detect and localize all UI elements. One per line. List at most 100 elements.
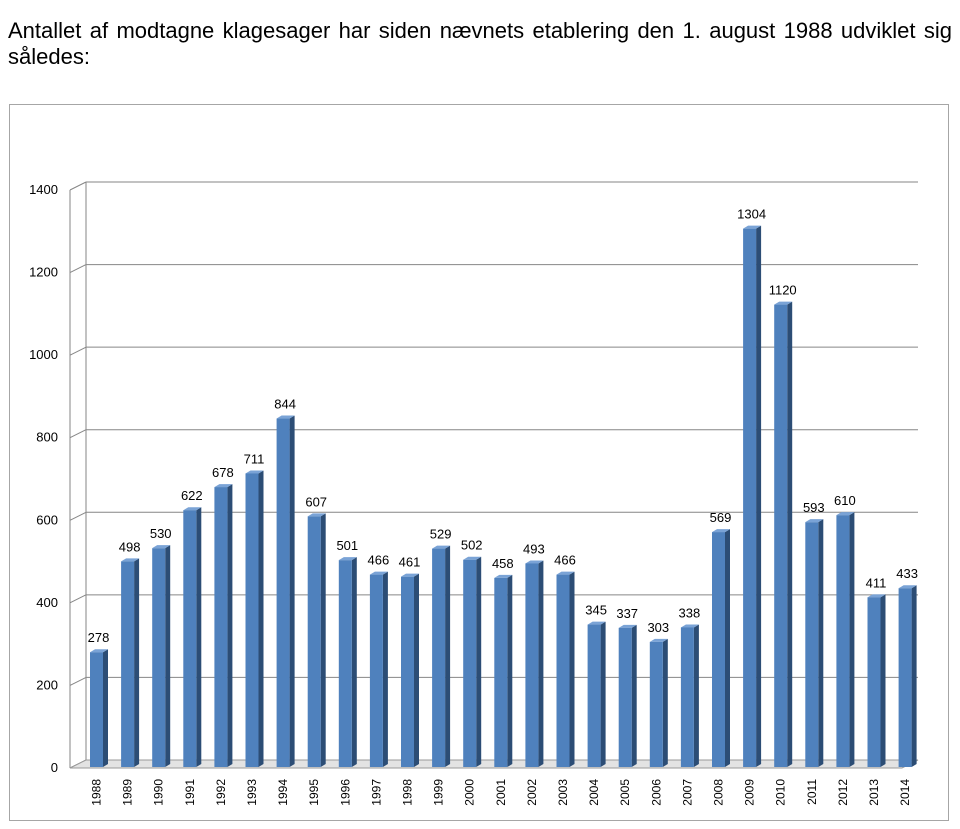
bar-front: [743, 228, 757, 768]
x-tick-label-2002: 2002: [525, 779, 539, 806]
data-label-2013: 411: [866, 575, 887, 590]
x-tick-label-1995: 1995: [307, 779, 321, 806]
x-tick-label-1991: 1991: [183, 779, 197, 806]
bar-1989: [121, 558, 140, 767]
bar-1997: [369, 571, 388, 767]
y-tick-label: 600: [36, 512, 58, 527]
data-label-2003: 466: [554, 553, 576, 568]
y-tick-label: 800: [36, 430, 58, 445]
bar-top: [680, 624, 699, 628]
bar-side: [227, 484, 233, 767]
bar-front: [618, 627, 632, 767]
data-label-1999: 529: [430, 527, 452, 542]
data-label-1989: 498: [119, 539, 141, 554]
bar-top: [245, 470, 264, 474]
bar-2000: [463, 556, 482, 767]
bar-front: [245, 473, 259, 767]
bar-top: [836, 512, 855, 516]
bar-side: [289, 415, 295, 767]
x-tick-label-2012: 2012: [836, 779, 850, 806]
bar-front: [121, 561, 135, 767]
x-tick-label-1997: 1997: [369, 779, 383, 806]
bar-top: [338, 557, 357, 561]
bar-front: [525, 563, 539, 767]
x-axis-labels: 1988 1989 1990 1991 1992 1993 1994 1995 1996 1997…: [90, 779, 913, 806]
data-label-2004: 345: [585, 603, 607, 618]
x-tick-label-1996: 1996: [338, 779, 352, 806]
bar-side: [849, 512, 855, 767]
bar-top: [774, 301, 793, 305]
data-label-2000: 502: [461, 538, 483, 553]
x-tick-label-2004: 2004: [587, 779, 601, 806]
bar-top: [432, 545, 451, 549]
bar-2006: [649, 638, 668, 767]
data-label-1996: 501: [336, 538, 358, 553]
bar-side: [196, 507, 202, 767]
bar-side: [538, 560, 544, 767]
bar-top: [401, 573, 419, 577]
intro-text: Antallet af modtagne klagesager har side…: [8, 18, 952, 69]
bar-top: [152, 545, 171, 549]
bar-side: [818, 519, 824, 767]
bar-1998: [401, 573, 419, 767]
bar-2002: [525, 560, 544, 767]
bar-side: [165, 545, 171, 767]
data-label-2002: 493: [523, 541, 545, 556]
x-tick-label-1999: 1999: [432, 779, 446, 806]
bar-2011: [805, 519, 824, 767]
y-tick-label: 200: [36, 677, 58, 692]
x-tick-label-1992: 1992: [214, 779, 228, 806]
gridline-1400: [69, 181, 918, 191]
bar-2014: [898, 585, 917, 767]
bar-side: [258, 470, 264, 767]
bar-2007: [680, 624, 699, 767]
data-label-2007: 338: [679, 605, 701, 620]
bar-2010: [774, 301, 793, 767]
bar-side: [911, 585, 917, 767]
data-label-2009: 1304: [737, 207, 766, 222]
bar-2003: [556, 571, 575, 767]
bar-top: [805, 519, 824, 523]
bar-1999: [432, 545, 451, 767]
bar-front: [338, 560, 352, 767]
bar-side: [476, 556, 482, 767]
bar-top: [183, 507, 202, 511]
data-label-2001: 458: [492, 556, 514, 571]
data-label-1997: 466: [368, 553, 390, 568]
data-label-1991: 622: [181, 488, 203, 503]
bar-side: [414, 573, 419, 767]
bars: [90, 225, 917, 768]
x-tick-label-2006: 2006: [649, 779, 663, 806]
bar-2012: [836, 512, 855, 767]
bar-2013: [867, 594, 886, 767]
bar-front: [649, 641, 663, 767]
bar-front: [836, 515, 850, 767]
y-tick-label: 1000: [29, 347, 58, 362]
bar-side: [569, 571, 575, 767]
x-tick-label-2003: 2003: [556, 779, 570, 806]
bar-side: [600, 621, 606, 767]
bar-top: [898, 585, 917, 589]
bar-1990: [152, 545, 171, 767]
x-tick-label-2014: 2014: [898, 779, 912, 806]
bar-side: [507, 574, 513, 767]
bar-front: [494, 577, 508, 767]
bar-top: [649, 638, 668, 642]
x-tick-label-2000: 2000: [463, 779, 477, 806]
bar-top: [494, 574, 513, 578]
x-tick-label-2011: 2011: [805, 779, 819, 805]
x-tick-label-2008: 2008: [712, 779, 726, 806]
bar-front: [680, 627, 694, 767]
bar-front: [214, 487, 228, 767]
bar-side: [880, 594, 886, 767]
x-tick-label-2005: 2005: [618, 779, 632, 806]
bar-front: [774, 304, 788, 767]
bar-top: [307, 513, 326, 517]
x-tick-label-2010: 2010: [774, 779, 788, 806]
bar-side: [693, 624, 699, 767]
data-label-1988: 278: [88, 630, 110, 645]
y-tick-label: 400: [36, 595, 58, 610]
bar-front: [463, 559, 477, 767]
x-tick-label-2007: 2007: [680, 779, 694, 806]
